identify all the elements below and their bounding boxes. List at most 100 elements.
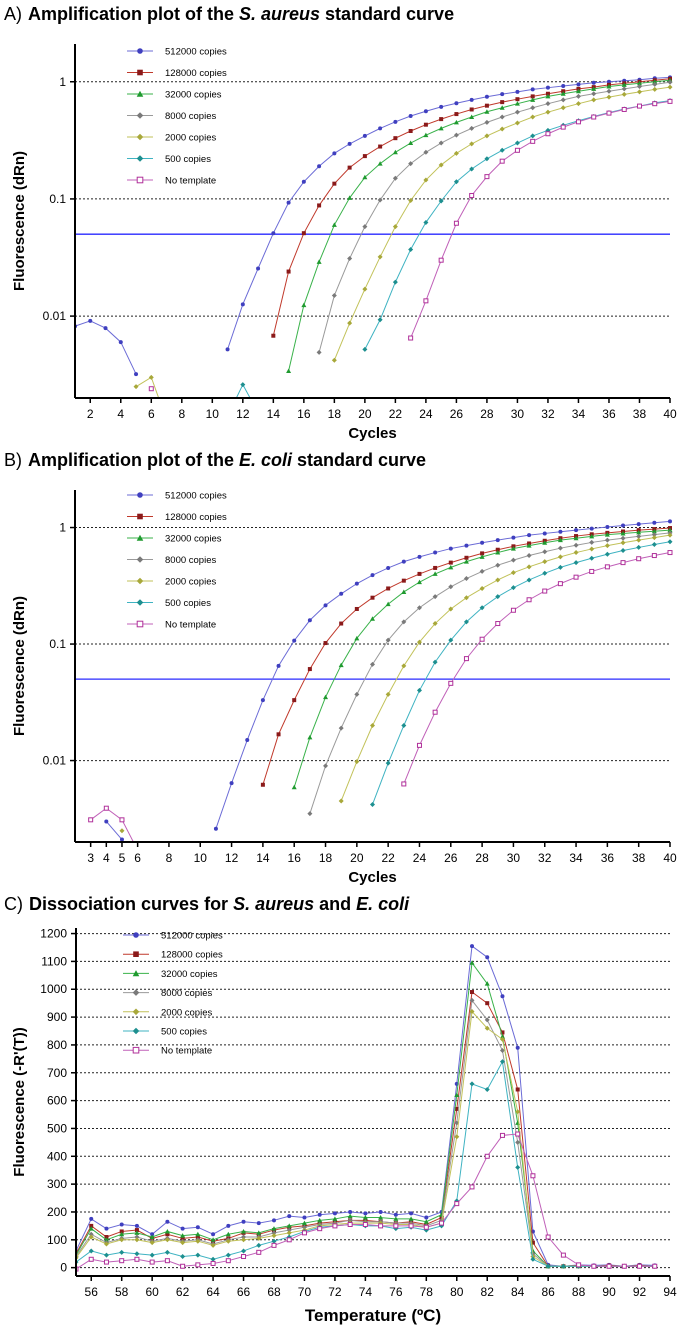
data-point (256, 1249, 262, 1255)
data-point (469, 141, 475, 147)
data-point (514, 101, 520, 106)
data-point (119, 1237, 125, 1243)
x-tick-label: 18 (328, 407, 342, 421)
data-point (561, 89, 566, 94)
data-point (119, 837, 124, 842)
data-point (515, 1131, 521, 1137)
data-point (591, 91, 597, 97)
data-point (606, 1263, 612, 1269)
data-point (573, 535, 579, 541)
series-line (105, 821, 123, 840)
data-point (484, 133, 490, 139)
legend-marker (137, 492, 143, 498)
data-point (636, 89, 642, 95)
data-point (484, 1153, 490, 1159)
data-point (526, 577, 532, 583)
data-point (545, 91, 550, 96)
data-point (469, 97, 474, 102)
data-point (286, 269, 291, 274)
data-point (134, 1230, 140, 1235)
data-point (479, 636, 485, 642)
data-point (479, 585, 485, 591)
data-point (463, 595, 469, 601)
data-point (575, 119, 581, 125)
y-tick-label: 0.01 (43, 754, 67, 768)
data-point (119, 1229, 124, 1234)
data-point (180, 1233, 186, 1238)
data-point (354, 691, 360, 697)
legend: 512000 copies 128000 copies 32000 copies 80… (127, 491, 227, 631)
data-point (448, 564, 454, 570)
data-point (526, 597, 532, 603)
data-point (104, 819, 109, 824)
y-tick-label: 1 (59, 521, 66, 535)
legend-marker (132, 989, 140, 996)
x-tick-label: 82 (481, 1285, 495, 1299)
data-point (317, 1212, 322, 1217)
data-point (180, 1240, 186, 1246)
legend-label: 2000 copies (165, 577, 216, 588)
series-line (90, 807, 134, 842)
series-8000-copies (316, 79, 673, 355)
data-point (621, 106, 627, 112)
data-point (347, 1217, 353, 1223)
data-point (401, 559, 406, 564)
data-point (286, 1237, 292, 1243)
panel-b-letter: B) (4, 450, 22, 470)
data-point (240, 302, 245, 307)
legend-item-32000-copies: 32000 copies (123, 969, 218, 980)
data-point (339, 621, 344, 626)
data-point (307, 618, 312, 623)
legend-item-128000-copies: 128000 copies (127, 68, 227, 79)
panel-a-title-pre: Amplification plot of the (28, 4, 239, 24)
data-point (226, 1223, 231, 1228)
legend-item-no-template: No template (127, 176, 216, 187)
x-tick-label: 36 (601, 851, 615, 865)
data-point (454, 1198, 460, 1204)
data-point (370, 616, 375, 621)
data-point (667, 539, 673, 545)
x-tick-label: 16 (288, 851, 302, 865)
data-point (195, 1231, 201, 1237)
data-point (241, 1228, 247, 1234)
data-point (469, 192, 475, 198)
data-point (530, 133, 536, 139)
y-tick-label: 800 (47, 1038, 67, 1052)
y-tick-label: 1200 (40, 927, 67, 941)
data-point (432, 594, 438, 600)
data-point (165, 1219, 170, 1224)
data-point (606, 110, 612, 116)
legend-item-no-template: No template (123, 1046, 212, 1057)
data-point (392, 175, 398, 181)
y-tick-label: 600 (47, 1094, 67, 1108)
data-point (195, 1225, 200, 1230)
panel-c-title-species: S. aureus (233, 894, 315, 914)
data-point (316, 349, 322, 355)
legend-marker (133, 951, 139, 957)
panel-c-title: C) Dissociation curves for S. aureus and … (4, 894, 409, 915)
data-point (454, 1201, 460, 1207)
data-point (417, 554, 422, 559)
data-point (479, 554, 485, 559)
data-point (636, 537, 642, 543)
data-point (148, 374, 154, 380)
data-point (510, 607, 516, 613)
x-tick-label: 22 (381, 851, 395, 865)
data-point (573, 550, 579, 556)
legend-label: No template (165, 176, 216, 187)
data-point (448, 584, 454, 590)
y-tick-label: 900 (47, 1010, 67, 1024)
data-point (454, 101, 459, 106)
x-tick-label: 16 (297, 407, 311, 421)
data-point (276, 732, 281, 737)
data-point (408, 1223, 414, 1229)
data-point (423, 1219, 429, 1224)
data-point (195, 1262, 201, 1268)
legend-marker (136, 556, 144, 563)
data-point (104, 1226, 109, 1231)
x-axis-label: Temperature (ºC) (305, 1306, 441, 1325)
data-point (500, 100, 505, 105)
legend-marker (137, 513, 143, 520)
data-point (119, 1249, 125, 1255)
data-point (651, 528, 657, 534)
